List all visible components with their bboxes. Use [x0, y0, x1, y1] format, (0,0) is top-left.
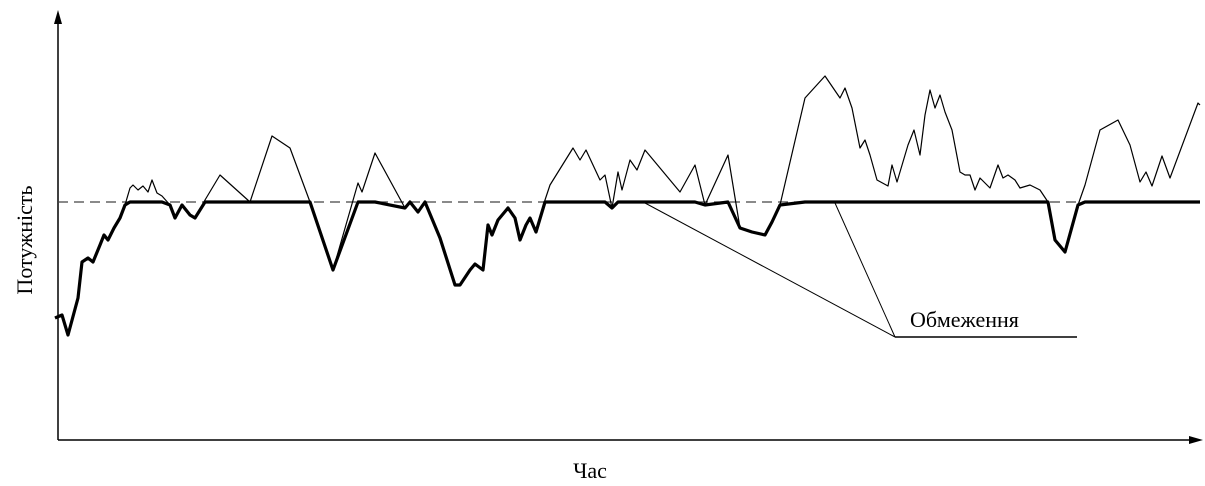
- annotation: Обмеження: [910, 307, 1019, 332]
- leader-line: [644, 202, 896, 338]
- plot-area: [54, 75, 1201, 337]
- series-line: [54, 200, 1200, 337]
- x-axis-arrow: [1189, 436, 1203, 444]
- series-line: [54, 75, 1201, 336]
- leader-line: [834, 202, 896, 338]
- x-axis-label: Час: [573, 458, 607, 483]
- y-axis-label: Потужність: [12, 185, 37, 294]
- y-axis-arrow: [54, 10, 62, 24]
